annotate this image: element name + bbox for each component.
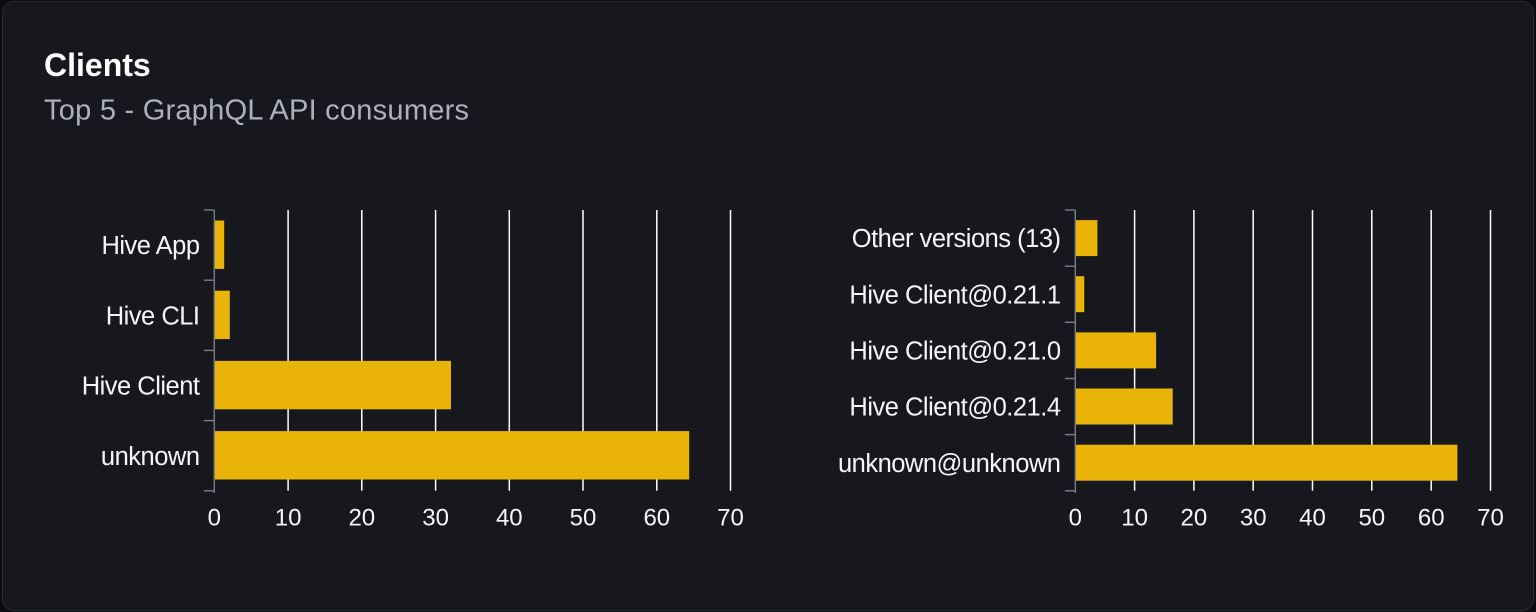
svg-text:0: 0 <box>1069 505 1082 532</box>
svg-text:Other versions (13): Other versions (13) <box>852 225 1061 253</box>
svg-text:Hive App: Hive App <box>101 232 199 260</box>
svg-text:40: 40 <box>496 505 523 532</box>
svg-text:30: 30 <box>422 505 449 532</box>
svg-text:70: 70 <box>1477 505 1504 532</box>
svg-text:10: 10 <box>1121 505 1148 532</box>
svg-text:Hive Client@0.21.0: Hive Client@0.21.0 <box>849 338 1060 366</box>
svg-text:unknown@unknown: unknown@unknown <box>838 450 1061 478</box>
svg-text:50: 50 <box>570 505 597 532</box>
svg-text:40: 40 <box>1299 505 1326 532</box>
svg-text:Hive Client: Hive Client <box>82 373 200 401</box>
svg-text:50: 50 <box>1358 505 1385 532</box>
svg-text:Top 5 - GraphQL API consumers: Top 5 - GraphQL API consumers <box>44 95 469 127</box>
svg-text:30: 30 <box>1240 505 1267 532</box>
svg-text:10: 10 <box>275 505 302 532</box>
svg-text:Hive CLI: Hive CLI <box>106 302 200 330</box>
svg-text:Clients: Clients <box>44 47 151 83</box>
svg-text:70: 70 <box>717 505 744 532</box>
svg-text:Hive Client@0.21.4: Hive Client@0.21.4 <box>849 394 1060 422</box>
svg-text:60: 60 <box>1418 505 1445 532</box>
svg-text:60: 60 <box>643 505 670 532</box>
svg-text:0: 0 <box>208 505 221 532</box>
svg-text:unknown: unknown <box>101 443 200 471</box>
svg-text:Hive Client@0.21.1: Hive Client@0.21.1 <box>849 281 1060 309</box>
svg-text:20: 20 <box>1181 505 1208 532</box>
svg-text:20: 20 <box>348 505 375 532</box>
